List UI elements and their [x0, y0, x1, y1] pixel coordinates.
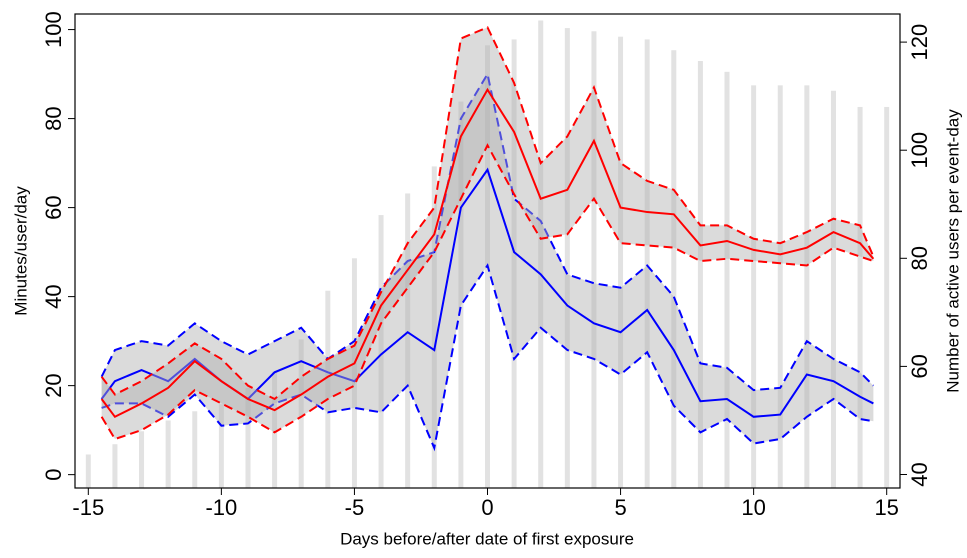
bar — [724, 71, 730, 489]
bar — [405, 193, 411, 488]
bar — [298, 339, 304, 488]
bar — [511, 39, 517, 489]
y2-tick-label: 40 — [907, 462, 932, 486]
bar — [325, 290, 331, 488]
line — [100, 143, 874, 441]
bar — [85, 454, 91, 488]
bar — [671, 50, 677, 488]
bar — [458, 101, 464, 488]
line — [101, 263, 874, 452]
x-tick-label: 5 — [614, 495, 626, 520]
line — [100, 71, 875, 392]
y2-tick-label: 120 — [907, 24, 932, 61]
y-tick-label: 40 — [41, 284, 66, 308]
y2-tick-label: 60 — [907, 354, 932, 378]
y-tick-label: 60 — [41, 195, 66, 219]
band — [101, 27, 874, 440]
band — [101, 74, 874, 448]
line — [100, 87, 875, 419]
x-tick-label: -15 — [72, 495, 104, 520]
bar — [245, 388, 251, 488]
bar — [378, 215, 384, 488]
x-tick-label: 0 — [481, 495, 493, 520]
bar — [112, 444, 118, 488]
bar — [564, 28, 570, 488]
bar — [218, 404, 224, 488]
bar — [644, 39, 650, 489]
y-tick-label: 100 — [41, 11, 66, 48]
x-axis-label: Days before/after date of first exposure — [340, 529, 634, 548]
y-axis-label: Minutes/user/day — [11, 186, 30, 316]
bar — [591, 31, 597, 489]
y2-axis-label: Number of active users per event-day — [943, 109, 962, 393]
bar — [804, 85, 810, 489]
bar — [697, 61, 703, 488]
bar — [192, 411, 198, 488]
x-tick-label: 10 — [741, 495, 765, 520]
bar — [830, 90, 836, 489]
x-tick-label: 15 — [874, 495, 898, 520]
bar — [777, 85, 783, 489]
bar — [538, 20, 544, 488]
bar — [857, 106, 863, 488]
y-tick-label: 80 — [41, 106, 66, 130]
bar — [351, 258, 357, 488]
x-tick-label: -5 — [345, 495, 365, 520]
bar — [139, 431, 145, 488]
x-tick-label: -10 — [205, 495, 237, 520]
y2-tick-label: 80 — [907, 246, 932, 270]
line — [100, 26, 875, 401]
bar — [884, 106, 890, 488]
bar — [751, 85, 757, 489]
bar — [618, 36, 624, 489]
y-tick-label: 20 — [41, 373, 66, 397]
bar — [431, 166, 437, 489]
bar — [165, 420, 171, 488]
bar — [272, 371, 278, 488]
y-tick-label: 0 — [41, 469, 66, 481]
y2-tick-label: 100 — [907, 132, 932, 169]
